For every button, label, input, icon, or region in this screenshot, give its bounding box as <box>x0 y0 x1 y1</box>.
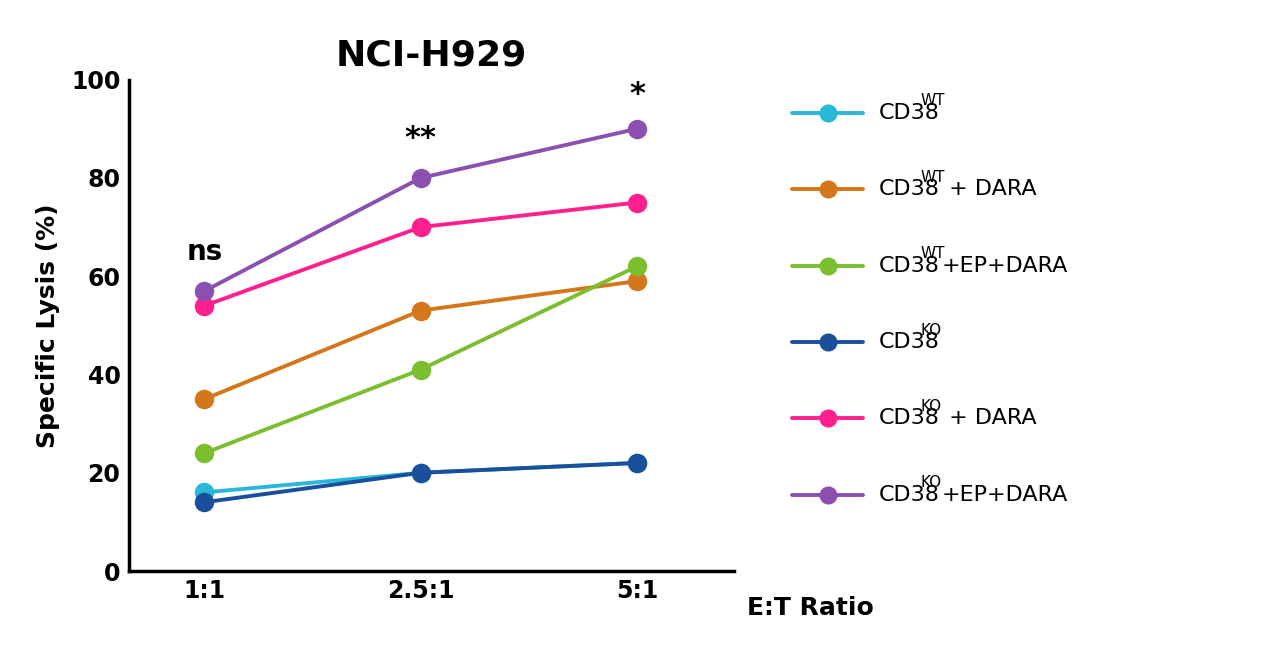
CD38WT + DARA <box>629 277 644 285</box>
CD38WT+EP+DARA <box>629 262 644 270</box>
Text: KO: KO <box>921 323 942 337</box>
Line: CD38KO+EP+DARA: CD38KO+EP+DARA <box>196 120 645 300</box>
Text: + DARA: + DARA <box>942 179 1036 199</box>
CD38WT + DARA <box>413 307 429 315</box>
CD38KO <box>413 469 429 477</box>
CD38KO+EP+DARA <box>629 125 644 133</box>
CD38WT <box>197 489 213 497</box>
Line: CD38KO: CD38KO <box>196 454 645 511</box>
Text: CD38: CD38 <box>878 256 939 276</box>
Text: **: ** <box>404 124 437 153</box>
CD38KO <box>629 459 644 467</box>
Text: WT: WT <box>921 170 945 185</box>
Text: CD38: CD38 <box>878 332 939 352</box>
Text: *: * <box>629 80 645 109</box>
CD38WT <box>413 469 429 477</box>
CD38KO + DARA <box>197 301 213 309</box>
Text: + DARA: + DARA <box>942 408 1036 428</box>
Text: CD38: CD38 <box>878 408 939 428</box>
CD38WT + DARA <box>197 395 213 403</box>
CD38WT <box>629 459 644 467</box>
Line: CD38WT+EP+DARA: CD38WT+EP+DARA <box>196 258 645 462</box>
Text: ns: ns <box>187 238 223 266</box>
CD38KO + DARA <box>413 223 429 231</box>
Text: WT: WT <box>921 246 945 261</box>
Text: +EP+DARA: +EP+DARA <box>942 485 1068 505</box>
Line: CD38WT: CD38WT <box>196 454 645 501</box>
CD38KO <box>197 498 213 506</box>
Text: KO: KO <box>921 475 942 490</box>
Text: KO: KO <box>921 399 942 414</box>
Text: CD38: CD38 <box>878 485 939 505</box>
Text: +EP+DARA: +EP+DARA <box>942 256 1068 276</box>
CD38KO+EP+DARA <box>197 287 213 295</box>
CD38WT+EP+DARA <box>197 449 213 457</box>
CD38KO + DARA <box>629 199 644 207</box>
Text: WT: WT <box>921 94 945 108</box>
Text: E:T Ratio: E:T Ratio <box>747 596 873 620</box>
Y-axis label: Specific Lysis (%): Specific Lysis (%) <box>36 203 61 448</box>
CD38KO+EP+DARA <box>413 174 429 182</box>
Line: CD38KO + DARA: CD38KO + DARA <box>196 193 645 315</box>
Text: CD38: CD38 <box>878 103 939 123</box>
Line: CD38WT + DARA: CD38WT + DARA <box>196 272 645 408</box>
Title: NCI-H929: NCI-H929 <box>336 39 527 73</box>
CD38WT+EP+DARA <box>413 366 429 374</box>
Text: CD38: CD38 <box>878 179 939 199</box>
